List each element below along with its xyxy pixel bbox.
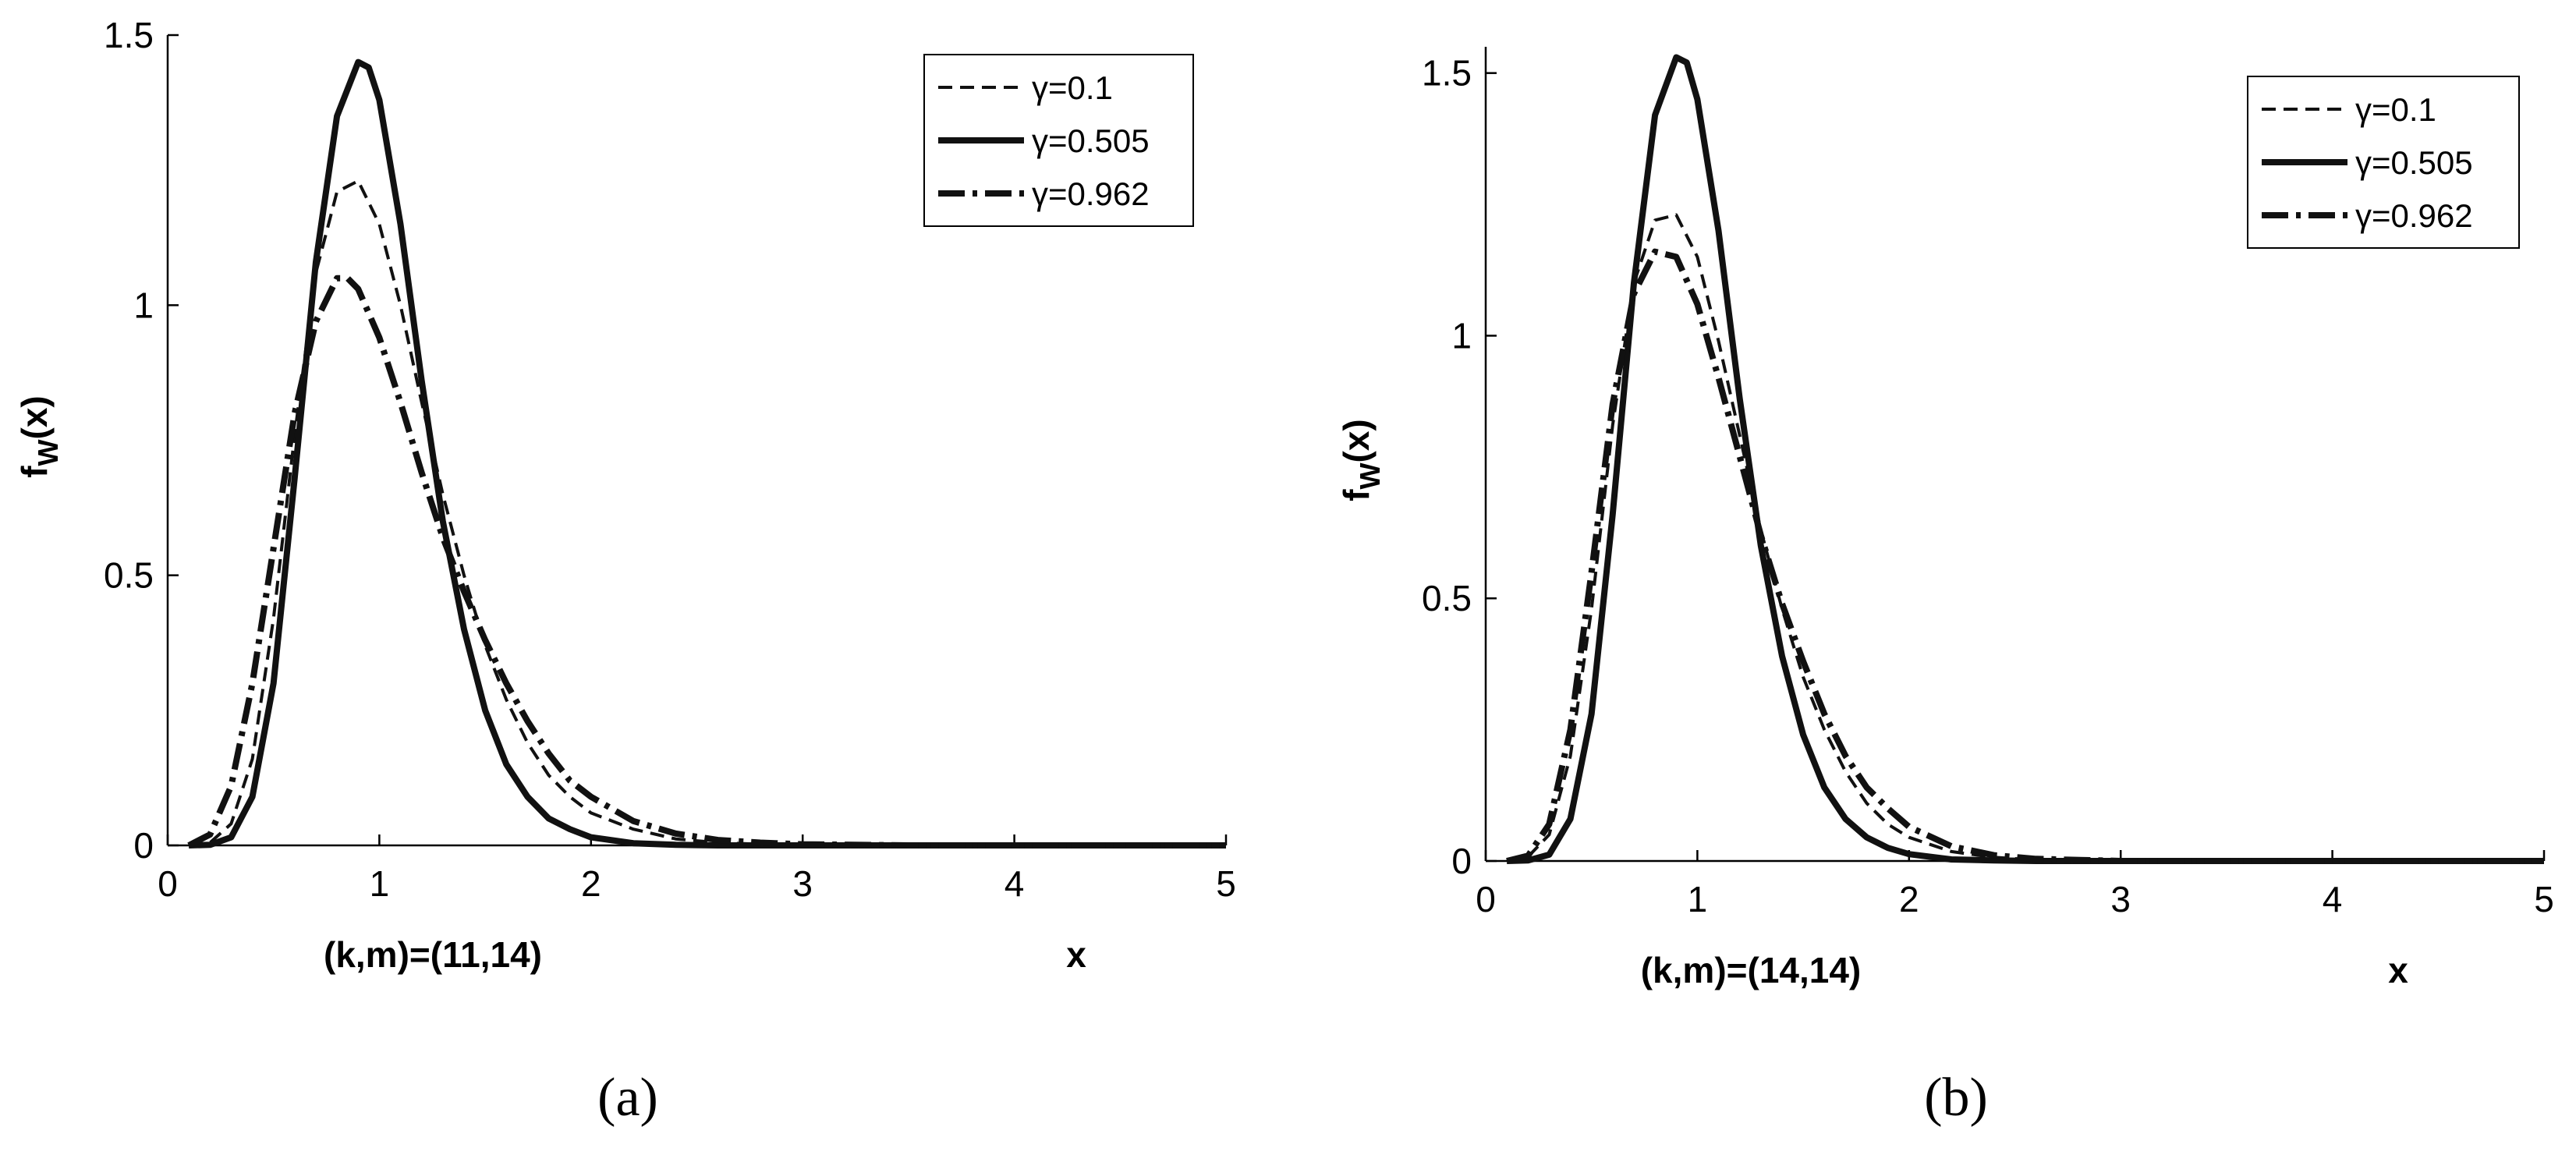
y-axis-label-main: f [14, 466, 55, 478]
y-axis-label-sub: W [1354, 462, 1386, 489]
panels: 0 1 2 3 4 500.511.5γ=0.1γ=0.505γ=0.962fW(x)(k… [14, 15, 2554, 1128]
panel-label: (a) [597, 1068, 658, 1128]
y-tick-label: 1.5 [1422, 53, 1472, 94]
y-axis-label: fW(x) [1336, 419, 1386, 501]
x-tick-label: 5 [2534, 879, 2554, 919]
y-axis-label: fW(x) [14, 395, 64, 478]
x-axis-note: (k,m)=(14,14) [1641, 950, 1862, 990]
panel-label: (b) [1924, 1068, 1988, 1128]
x-tick-label: 4 [2323, 879, 2343, 919]
legend-label: γ=0.1 [1032, 69, 1113, 106]
x-tick-label: 0 [1476, 879, 1496, 919]
legend-label: γ=0.505 [1032, 122, 1150, 159]
chart-panel-1: 0 1 2 3 4 5 0 0.5 1 1.5 γ=0.1 γ=0.505 γ=0.962 fW(x) (k… [14, 15, 1236, 1128]
y-axis-label-sub: W [32, 439, 64, 466]
y-axis-label-tail: (x) [1336, 419, 1377, 462]
x-axis-label: x [1066, 934, 1086, 975]
series-line-3 [1506, 248, 2544, 864]
y-tick-label: 1 [133, 285, 154, 325]
y-tick-label: 1.5 [104, 15, 154, 55]
x-tick-label: 3 [2110, 879, 2131, 919]
x-tick-label: 1 [370, 863, 390, 904]
series-line-2 [188, 58, 1226, 849]
chart-panel-2: 0 1 2 3 4 5 0 0.5 1 1.5 γ=0.1 γ=0.505 γ=0.962 fW(x) (k… [1336, 47, 2554, 1128]
x-tick-label: 2 [581, 863, 601, 904]
legend-label: γ=0.1 [2355, 91, 2436, 128]
x-tick-label: 5 [1216, 863, 1236, 904]
y-tick-label: 0 [1451, 841, 1472, 881]
series-line-3 [187, 275, 1226, 849]
series-line-2 [1506, 54, 2544, 864]
legend: γ=0.1 γ=0.505 γ=0.962 [2247, 76, 2520, 249]
y-axis-label-tail: (x) [14, 395, 55, 439]
x-tick-label: 0 [158, 863, 178, 904]
x-axis-note: (k,m)=(11,14) [324, 934, 542, 975]
series-line-1 [1506, 213, 2544, 863]
legend: γ=0.1 γ=0.505 γ=0.962 [923, 54, 1194, 227]
legend-label: γ=0.505 [2355, 144, 2473, 181]
y-tick-label: 0.5 [1422, 578, 1472, 618]
legend-label: γ=0.962 [1032, 175, 1150, 212]
x-tick-label: 1 [1688, 879, 1708, 919]
y-tick-label: 0 [133, 825, 154, 866]
y-tick-label: 0.5 [104, 555, 154, 596]
x-axis-label: x [2388, 950, 2408, 990]
legend-label: γ=0.962 [2355, 197, 2473, 234]
y-tick-label: 1 [1451, 315, 1472, 356]
series-line-1 [188, 179, 1226, 847]
y-axis-label-main: f [1336, 489, 1377, 501]
x-tick-label: 3 [792, 863, 813, 904]
x-tick-label: 2 [1899, 879, 1919, 919]
x-tick-label: 4 [1005, 863, 1025, 904]
